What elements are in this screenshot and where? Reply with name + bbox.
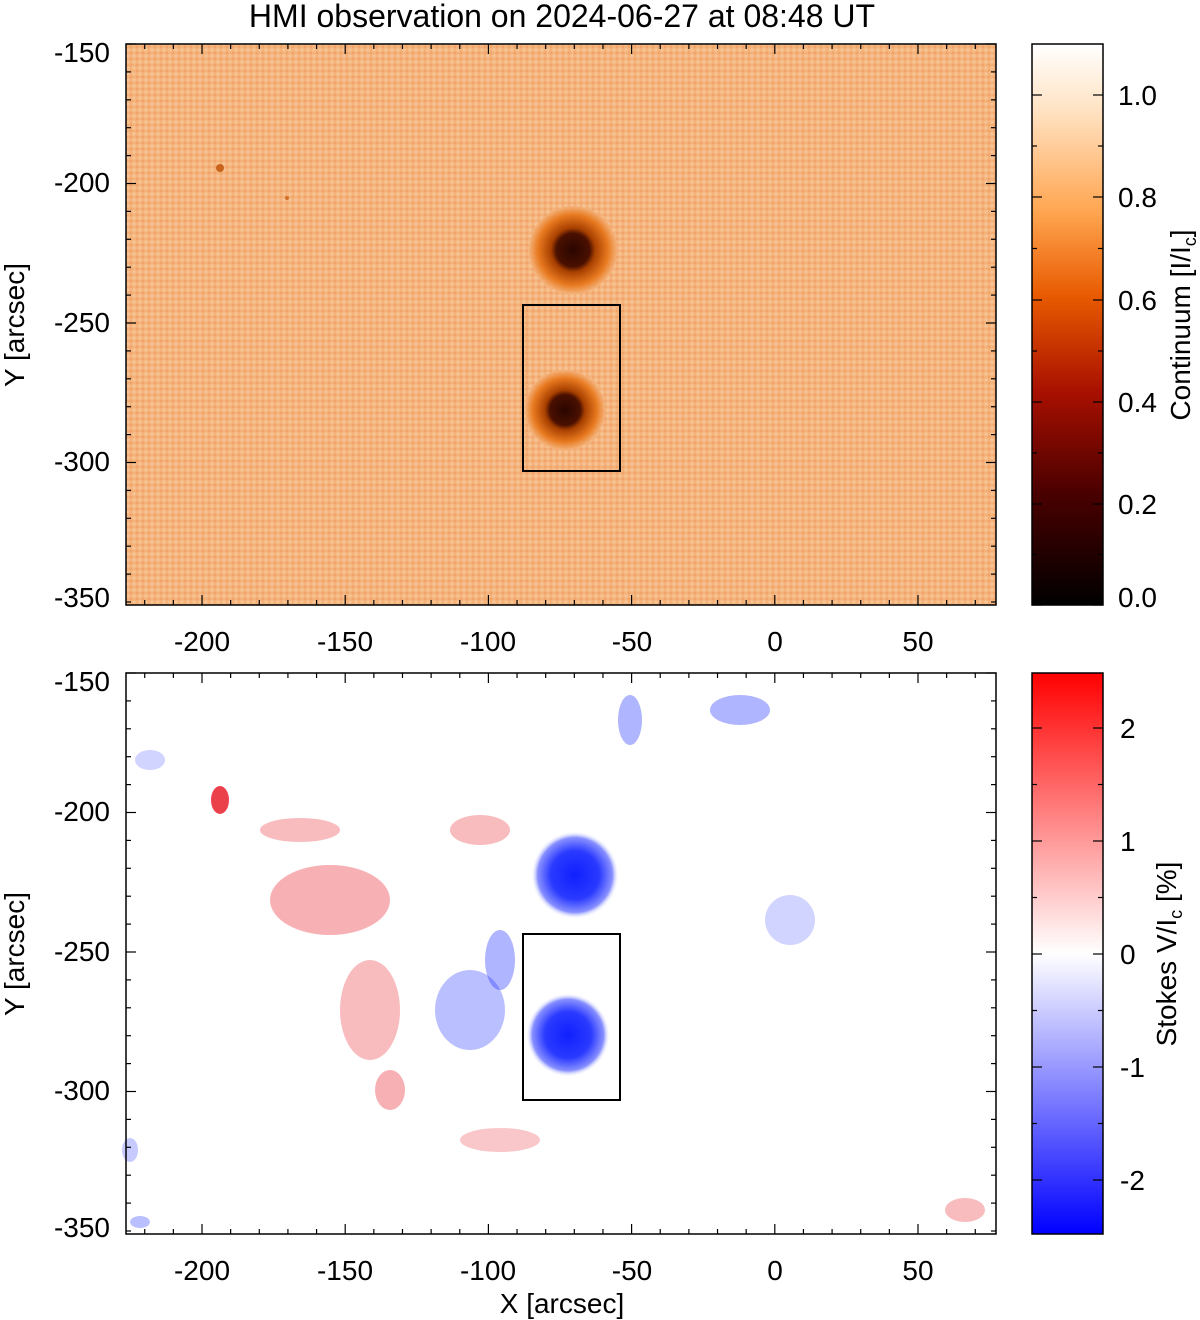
x-tick-label: -50 — [612, 626, 652, 657]
colorbar-tick-label: 0 — [1120, 939, 1136, 970]
negative-spot-upper — [531, 831, 619, 919]
sunspot-lower — [525, 370, 605, 450]
y-tick-label: -250 — [54, 936, 110, 967]
y-tick-label: -350 — [54, 1212, 110, 1243]
colorbar-tick-label: 0.2 — [1118, 489, 1157, 520]
negative-polarity-network — [122, 695, 815, 1228]
y-tick-label: -200 — [54, 796, 110, 827]
continuum-colorbar — [1031, 43, 1104, 606]
pore — [285, 196, 289, 200]
y-tick-label: -150 — [54, 666, 110, 697]
x-tick-label: -200 — [174, 626, 230, 657]
y-tick-label: -250 — [54, 307, 110, 338]
region-of-interest-box — [522, 933, 621, 1101]
stokes-v-colorbar-ticks — [1032, 727, 1103, 1181]
stokes-v-ticks — [126, 672, 996, 1234]
colorbar-tick-label: 0.0 — [1118, 582, 1157, 613]
y-tick-label: -300 — [54, 446, 110, 477]
sunspot-upper — [529, 206, 617, 294]
y-tick-label: -150 — [54, 37, 110, 68]
continuum-image — [126, 44, 996, 605]
continuum-ticks — [126, 43, 996, 605]
continuum-colorbar-ticks — [1032, 94, 1103, 606]
y-tick-label: -300 — [54, 1075, 110, 1106]
colorbar-tick-label: 0.4 — [1118, 387, 1157, 418]
x-tick-label: -100 — [460, 626, 516, 657]
continuum-frame — [125, 43, 997, 606]
x-axis-label: X [arcsec] — [500, 1288, 624, 1319]
colorbar-tick-label: 2 — [1120, 713, 1136, 744]
figure-title: HMI observation on 2024-06-27 at 08:48 U… — [249, 0, 875, 34]
colorbar-tick-label: -2 — [1120, 1165, 1145, 1196]
y-tick-label: -350 — [54, 582, 110, 613]
stokes-v-frame — [125, 672, 997, 1235]
stokes-v-image — [126, 673, 996, 1234]
x-tick-label: -150 — [317, 1255, 373, 1286]
region-of-interest-box — [522, 304, 621, 472]
x-tick-label: 50 — [902, 1255, 933, 1286]
y-tick-label: -200 — [54, 167, 110, 198]
pore — [216, 164, 224, 172]
continuum-panel: -150 -200 -250 -300 -350 -200 -150 -100 … — [0, 37, 1200, 657]
stokes-v-panel: -150 -200 -250 -300 -350 -200 -150 -100 … — [0, 666, 1186, 1319]
x-tick-label: -50 — [612, 1255, 652, 1286]
colorbar-tick-label: 0.8 — [1118, 182, 1157, 213]
x-tick-label: -100 — [460, 1255, 516, 1286]
colorbar-tick-label: 0.6 — [1118, 285, 1157, 316]
x-tick-label: -150 — [317, 626, 373, 657]
y-axis-label: Y [arcsec] — [0, 892, 30, 1016]
x-tick-label: -200 — [174, 1255, 230, 1286]
colorbar-tick-label: 1.0 — [1118, 80, 1157, 111]
x-tick-label: 50 — [902, 626, 933, 657]
stokes-v-colorbar — [1031, 672, 1104, 1235]
colorbar-tick-label: -1 — [1120, 1052, 1145, 1083]
positive-polarity-network — [211, 786, 985, 1222]
colorbar-label: Continuum [I/Ic] — [1165, 229, 1200, 420]
x-tick-label: 0 — [767, 626, 783, 657]
x-tick-label: 0 — [767, 1255, 783, 1286]
colorbar-label: Stokes V/Ic [%] — [1151, 862, 1186, 1047]
negative-spot-lower — [526, 993, 610, 1077]
y-axis-label: Y [arcsec] — [0, 263, 30, 387]
colorbar-tick-label: 1 — [1120, 826, 1136, 857]
